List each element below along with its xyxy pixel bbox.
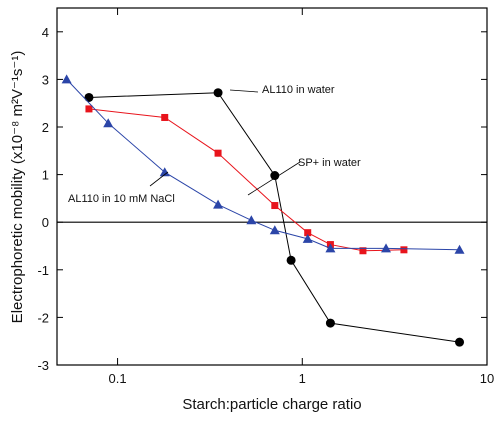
plot-frame (56, 7, 488, 366)
x-tick-label: 1 (299, 371, 306, 386)
point (304, 229, 312, 237)
series-line (88, 92, 460, 343)
point (161, 113, 169, 121)
point (213, 199, 224, 209)
annotation-leader (149, 171, 169, 187)
point (61, 74, 72, 84)
annotation: AL110 in water (262, 84, 335, 96)
point (325, 318, 335, 328)
y-tick-label: 0 (42, 215, 49, 230)
annotation-leader (229, 89, 259, 93)
x-tick-label: 10 (480, 371, 494, 386)
y-tick-label: -3 (37, 358, 49, 373)
point (159, 167, 170, 177)
y-tick-label: -2 (37, 310, 49, 325)
point (213, 88, 223, 98)
series-line (88, 108, 404, 252)
annotation: AL110 in 10 mM NaCl (68, 193, 175, 205)
point (400, 246, 408, 254)
y-tick-label: 1 (42, 168, 49, 183)
series-line (66, 79, 460, 251)
point (454, 244, 465, 254)
point (85, 105, 93, 113)
point (246, 215, 257, 225)
point (455, 337, 465, 347)
y-tick-label: -1 (37, 263, 49, 278)
point (381, 243, 392, 253)
x-tick-label: 0.1 (109, 371, 127, 386)
annotation-leader (247, 161, 301, 196)
x-axis-label: Starch:particle charge ratio (182, 396, 361, 413)
point (214, 149, 222, 157)
point (270, 171, 280, 181)
y-tick-label: 2 (42, 120, 49, 135)
point (84, 92, 94, 102)
point (286, 255, 296, 265)
y-tick-label: 4 (42, 25, 49, 40)
y-axis-label: Electrophoretic mobility (x10⁻⁸ m²V⁻¹s⁻¹… (9, 51, 26, 324)
annotation: SP+ in water (298, 157, 361, 169)
point (103, 118, 114, 128)
point (271, 202, 279, 210)
point (302, 233, 313, 243)
point (269, 225, 280, 235)
y-tick-label: 3 (42, 72, 49, 87)
point (325, 243, 336, 253)
point (359, 247, 367, 255)
